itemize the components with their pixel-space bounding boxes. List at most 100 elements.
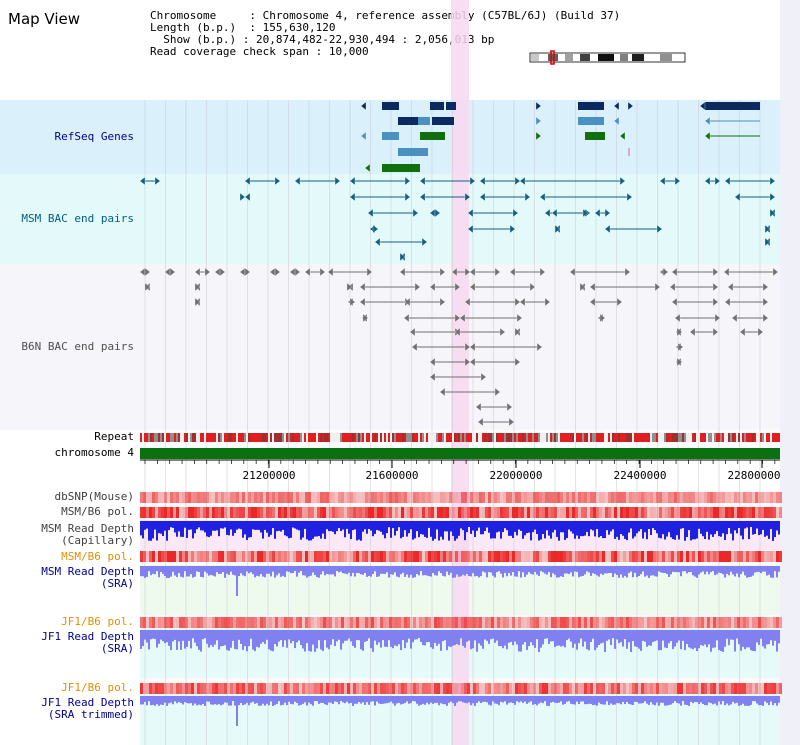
depth-bar [396, 566, 398, 577]
depth-bar [702, 630, 704, 646]
polymorphism-cell [302, 617, 305, 628]
depth-bar [470, 696, 472, 706]
depth-bar [750, 696, 752, 705]
depth-bar [678, 566, 680, 573]
depth-bar [494, 630, 496, 643]
refseq-genes-label[interactable]: RefSeq Genes [54, 130, 134, 143]
polymorphism-cell [356, 551, 359, 562]
depth-bar [244, 566, 246, 577]
depth-bar [618, 696, 620, 704]
depth-bar [456, 696, 458, 703]
depth-bar [738, 696, 740, 706]
polymorphism-cell [509, 551, 512, 562]
depth-bar [746, 521, 748, 528]
depth-bar [152, 696, 154, 705]
polymorphism-cell [152, 492, 155, 503]
polymorphism-cell [497, 551, 500, 562]
repeat-segment [204, 433, 206, 442]
depth-bar [426, 521, 428, 538]
depth-bar [334, 521, 336, 535]
depth-bar [644, 696, 646, 702]
polymorphism-cell [647, 507, 650, 518]
depth-bar [614, 566, 616, 574]
depth-bar [562, 521, 564, 533]
depth-bar [762, 630, 764, 647]
depth-bar [468, 566, 470, 576]
polymorphism-cell [380, 492, 383, 503]
polymorphism-cell [380, 507, 383, 518]
repeat-segment [664, 433, 666, 442]
polymorphism-cell [722, 617, 725, 628]
depth-bar [190, 630, 192, 649]
depth-bar [404, 696, 406, 703]
polymorphism-cell [182, 507, 185, 518]
depth-bar [700, 630, 702, 645]
depth-bar [458, 696, 460, 702]
polymorphism-cell [221, 492, 224, 503]
polymorphism-cell [320, 492, 323, 503]
depth-bar [386, 566, 388, 573]
depth-bar [708, 696, 710, 703]
depth-bar [144, 630, 146, 640]
refseq-gene [585, 132, 605, 140]
depth-bar [236, 521, 238, 530]
polymorphism-cell [248, 551, 251, 562]
depth-bar [682, 630, 684, 641]
polymorphism-cell [299, 492, 302, 503]
depth-bar [766, 521, 768, 536]
repeat-segment [692, 433, 694, 442]
depth-bar [442, 521, 444, 540]
depth-bar [172, 630, 174, 642]
depth-bar [440, 630, 442, 651]
polymorphism-cell [536, 683, 539, 694]
depth-bar [556, 521, 558, 537]
polymorphism-cell [611, 492, 614, 503]
polymorphism-cell [164, 507, 167, 518]
msm-bac-track[interactable] [139, 176, 776, 262]
b6n-bac-pair-start [304, 267, 311, 277]
depth-bar [348, 566, 350, 573]
depth-bar [624, 696, 626, 705]
depth-bar [262, 630, 264, 643]
polymorphism-cell [239, 507, 242, 518]
depth-bar [578, 696, 580, 705]
depth-bar [418, 566, 420, 576]
polymorphism-cell [506, 492, 509, 503]
b6n-bac-pair-start [739, 327, 746, 337]
polymorphism-cell [359, 683, 362, 694]
depth-bar [668, 566, 670, 577]
depth-bar [250, 521, 252, 538]
depth-bar [154, 521, 156, 530]
polymorphism-cell [527, 507, 530, 518]
depth-bar [412, 566, 414, 578]
depth-bar [144, 566, 146, 578]
polymorphism-cell [254, 492, 257, 503]
depth-bar [272, 566, 274, 572]
b6n-bac-pair-end [654, 282, 661, 292]
polymorphism-cell [353, 551, 356, 562]
chromosome-ideogram[interactable] [529, 50, 686, 65]
polymorphism-cell [386, 551, 389, 562]
polymorphism-cell [428, 507, 431, 518]
polymorphism-cell [626, 683, 629, 694]
polymorphism-cell [509, 492, 512, 503]
depth-bar [654, 566, 656, 577]
depth-bar [220, 521, 222, 529]
repeat-segment [760, 433, 762, 442]
refseq-gene [382, 132, 399, 140]
polymorphism-cell [212, 617, 215, 628]
depth-bar [226, 566, 228, 574]
depth-bar [332, 696, 334, 704]
depth-bar [280, 630, 282, 641]
b6n-bac-label[interactable]: B6N BAC end pairs [21, 340, 134, 353]
polymorphism-cell [161, 617, 164, 628]
b6n-bac-track[interactable] [139, 267, 779, 427]
polymorphism-cell [422, 683, 425, 694]
polymorphism-cell [737, 492, 740, 503]
depth-bar [338, 696, 340, 705]
depth-bar [154, 630, 156, 640]
depth-bar [688, 521, 690, 531]
msm-bac-label[interactable]: MSM BAC end pairs [21, 212, 134, 225]
refseq-genes-track[interactable] [360, 101, 760, 173]
